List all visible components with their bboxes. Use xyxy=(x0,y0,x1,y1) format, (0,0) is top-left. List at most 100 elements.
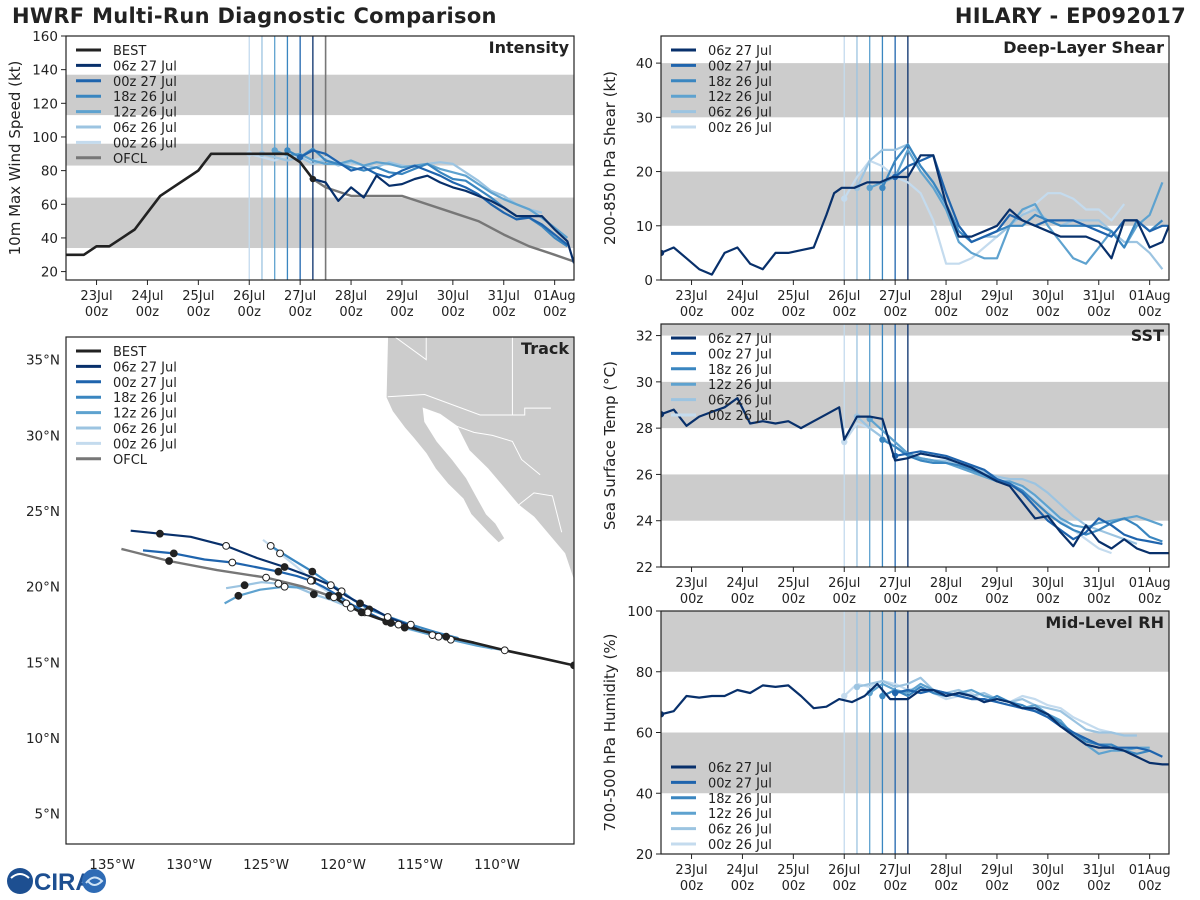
sst-init-point-00z-26-jul xyxy=(841,438,848,446)
shear-series-06z-27-jul xyxy=(661,154,1169,276)
rh-init-point-06z-27-jul xyxy=(661,711,665,718)
sst-xtick-hour-label: 00z xyxy=(782,592,806,607)
shear-xtick-day-label: 01Aug xyxy=(1129,289,1171,304)
track-series-00z-26-jul xyxy=(262,538,485,649)
sst-xtick-day-label: 24Jul xyxy=(726,576,758,591)
sst-xtick-day-label: 28Jul xyxy=(930,576,962,591)
intensity-xtick-day-label: 24Jul xyxy=(131,289,163,304)
intensity-ytick-label: 160 xyxy=(32,29,58,45)
rh-legend-label-12z-26-jul: 12z 26 Jul xyxy=(708,807,772,822)
track-panel-title: Track xyxy=(521,339,569,358)
rh-xtick-hour-label: 00z xyxy=(782,879,806,894)
intensity-init-point-00z-27-jul xyxy=(296,153,304,161)
track-fix-point-18z-26-jul xyxy=(266,542,275,550)
shear-init-point-12z-26-jul xyxy=(866,184,873,192)
us-mexico-border xyxy=(387,394,551,416)
intensity-series-ofcl xyxy=(312,177,574,263)
track-lon-label: 115°W xyxy=(397,857,443,873)
shear-init-point-06z-27-jul xyxy=(661,249,665,257)
shear-xtick-day-label: 26Jul xyxy=(828,289,860,304)
rh-panel-title: Mid-Level RH xyxy=(1045,613,1164,632)
rh-legend-label-06z-26-jul: 06z 26 Jul xyxy=(708,823,772,838)
intensity-legend-label-00z-26-jul: 00z 26 Jul xyxy=(113,136,177,151)
rh-xtick-hour-label: 00z xyxy=(985,879,1009,894)
storm-id-title: HILARY - EP092017 xyxy=(954,4,1186,28)
rh-xtick-day-label: 27Jul xyxy=(879,863,911,878)
shear-legend-label-00z-27-jul: 00z 27 Jul xyxy=(708,59,772,74)
sst-shading-band xyxy=(661,324,1169,336)
sonora-border xyxy=(456,425,541,476)
sst-legend-label-06z-26-jul: 06z 26 Jul xyxy=(708,394,772,409)
sst-legend-label-00z-27-jul: 00z 27 Jul xyxy=(708,347,772,362)
shear-plot-area xyxy=(661,36,1169,280)
intensity-xtick-day-label: 26Jul xyxy=(233,289,265,304)
track-fix-point-06z-27-jul xyxy=(280,563,289,571)
track-fix-point-06z-27-jul xyxy=(326,581,335,590)
rh-series-00z-26-jul xyxy=(843,679,1112,734)
track-plot-area xyxy=(121,337,574,670)
track-lat-label: 15°N xyxy=(26,655,60,671)
shear-series-00z-26-jul xyxy=(843,159,1126,265)
shear-ytick-label: 40 xyxy=(636,56,653,72)
shear-xtick-hour-label: 00z xyxy=(833,305,857,320)
shear-panel-title: Deep-Layer Shear xyxy=(1003,38,1164,57)
shear-shading-band xyxy=(661,171,1169,226)
state-border-ca-az xyxy=(394,337,427,361)
track-fix-point-best xyxy=(442,632,451,641)
track-legend-label-ofcl: OFCL xyxy=(113,453,148,468)
rh-xtick-day-label: 23Jul xyxy=(675,863,707,878)
intensity-legend-label-ofcl: OFCL xyxy=(113,152,148,167)
intensity-xtick-hour-label: 00z xyxy=(492,305,516,320)
track-fix-point-00z-27-jul xyxy=(274,567,283,576)
intensity-ytick-label: 100 xyxy=(32,130,58,146)
track-lon-label: 110°W xyxy=(474,857,520,873)
intensity-init-point-18z-26-jul xyxy=(284,147,291,154)
track-legend-label-best: BEST xyxy=(113,345,146,360)
intensity-xtick-hour-label: 00z xyxy=(390,305,414,320)
sst-series-06z-27-jul xyxy=(661,397,1169,555)
intensity-xtick-day-label: 31Jul xyxy=(488,289,520,304)
sst-xtick-day-label: 31Jul xyxy=(1083,576,1115,591)
shear-xtick-hour-label: 00z xyxy=(680,305,704,320)
rh-legend-label-18z-26-jul: 18z 26 Jul xyxy=(708,792,772,807)
shear-xtick-hour-label: 00z xyxy=(934,305,958,320)
intensity-xtick-day-label: 23Jul xyxy=(80,289,112,304)
shear-xtick-day-label: 31Jul xyxy=(1083,289,1115,304)
track-series-ofcl xyxy=(121,547,335,599)
intensity-legend-label-12z-26-jul: 12z 26 Jul xyxy=(113,106,177,121)
track-fix-point-best xyxy=(330,593,338,602)
track-fix-point-00z-26-jul xyxy=(276,549,284,558)
shear-xtick-day-label: 27Jul xyxy=(879,289,911,304)
intensity-shading-band xyxy=(66,197,574,249)
sst-xtick-hour-label: 00z xyxy=(731,592,755,607)
shear-panel: 01020304023Jul00z24Jul00z25Jul00z26Jul00… xyxy=(601,35,1171,320)
rh-xtick-hour-label: 00z xyxy=(883,879,907,894)
track-fix-point-00z-27-jul xyxy=(306,576,315,585)
track-lat-label: 35°N xyxy=(26,353,60,369)
track-lat-label: 5°N xyxy=(35,807,60,823)
sst-panel-title: SST xyxy=(1131,326,1164,345)
intensity-init-point-12z-26-jul xyxy=(271,147,278,154)
track-fix-point-best xyxy=(357,608,366,617)
sst-ytick-label: 28 xyxy=(636,421,653,437)
track-legend-label-00z-26-jul: 00z 26 Jul xyxy=(113,437,177,452)
sst-ytick-label: 22 xyxy=(636,560,653,576)
intensity-ytick-label: 60 xyxy=(41,197,58,213)
rh-plot-area xyxy=(661,611,1169,854)
rh-init-point-00z-26-jul xyxy=(841,692,848,700)
track-fix-point-best xyxy=(500,646,509,655)
intensity-axes-frame xyxy=(65,35,575,281)
track-fix-point-06z-26-jul xyxy=(346,604,355,612)
sst-xtick-hour-label: 00z xyxy=(680,592,704,607)
intensity-panel-title: Intensity xyxy=(489,38,570,57)
intensity-series-06z-26-jul xyxy=(261,152,543,214)
intensity-xtick-hour-label: 00z xyxy=(441,305,465,320)
shear-legend-label-06z-27-jul: 06z 27 Jul xyxy=(708,44,772,59)
sst-xtick-day-label: 01Aug xyxy=(1129,576,1171,591)
track-legend-label-18z-26-jul: 18z 26 Jul xyxy=(113,391,177,406)
intensity-plot-area xyxy=(66,36,574,280)
